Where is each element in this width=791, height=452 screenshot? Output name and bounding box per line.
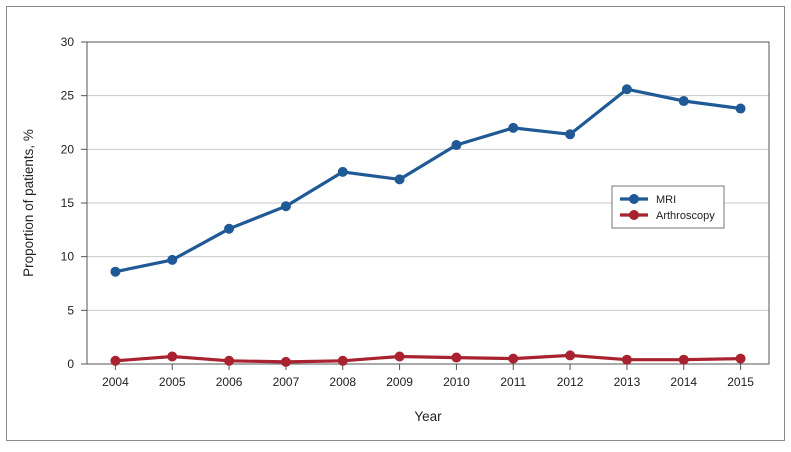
mri-point bbox=[280, 201, 291, 212]
legend-box bbox=[611, 185, 725, 229]
x-tick-label: 2004 bbox=[102, 375, 129, 389]
mri-point bbox=[337, 166, 348, 177]
series-mri bbox=[110, 84, 746, 277]
legend: MRI Arthroscopy bbox=[611, 185, 725, 229]
series-lines bbox=[110, 84, 746, 367]
x-axis-title: Year bbox=[414, 409, 442, 424]
y-tick-label: 5 bbox=[67, 303, 74, 317]
x-tick-label: 2013 bbox=[614, 375, 641, 389]
arthroscopy-line bbox=[115, 353, 741, 364]
mri-point bbox=[735, 103, 746, 114]
x-tick-label: 2012 bbox=[557, 375, 584, 389]
arthroscopy-point bbox=[735, 353, 746, 364]
series-arthroscopy bbox=[110, 350, 746, 367]
x-tick-label: 2015 bbox=[727, 375, 754, 389]
arthroscopy-point bbox=[621, 354, 632, 365]
legend-label-arthroscopy: Arthroscopy bbox=[656, 210, 715, 222]
y-tick-label: 25 bbox=[61, 89, 75, 103]
y-tick-label: 10 bbox=[61, 250, 75, 264]
mri-point bbox=[565, 129, 576, 140]
mri-line bbox=[115, 87, 741, 274]
legend-marker-mri bbox=[629, 194, 639, 204]
mri-point bbox=[110, 266, 121, 277]
x-tick-label: 2011 bbox=[500, 375, 526, 389]
y-tick-label: 20 bbox=[61, 142, 75, 156]
mri-point bbox=[394, 174, 405, 185]
legend-label-mri: MRI bbox=[656, 194, 676, 206]
arthroscopy-point bbox=[451, 352, 462, 363]
x-tick-label: 2008 bbox=[329, 375, 356, 389]
x-tick-label: 2006 bbox=[216, 375, 243, 389]
x-tick-label: 2014 bbox=[670, 375, 697, 389]
mri-point bbox=[621, 84, 632, 95]
x-tick-label: 2010 bbox=[443, 375, 470, 389]
x-tick-label: 2005 bbox=[159, 375, 186, 389]
arthroscopy-point bbox=[565, 350, 576, 361]
y-tick-label: 0 bbox=[67, 357, 74, 371]
arthroscopy-point bbox=[110, 355, 121, 366]
x-axis-ticks: 2004 2005 2006 2007 2008 2009 2010 2011 2012 2013… bbox=[102, 364, 754, 389]
arthroscopy-point bbox=[678, 354, 689, 365]
x-tick-label: 2007 bbox=[273, 375, 300, 389]
y-tick-label: 30 bbox=[61, 35, 75, 49]
y-axis-title: Proportion of patients, % bbox=[21, 129, 36, 277]
mri-point bbox=[167, 254, 178, 265]
mri-point bbox=[508, 122, 519, 133]
mri-point bbox=[224, 223, 235, 234]
arthroscopy-point bbox=[394, 351, 405, 362]
arthroscopy-point bbox=[167, 351, 178, 362]
arthroscopy-point bbox=[280, 356, 291, 367]
arthroscopy-point bbox=[508, 353, 519, 364]
legend-marker-arthroscopy bbox=[629, 210, 639, 220]
mri-point bbox=[451, 140, 462, 151]
y-tick-label: 15 bbox=[61, 196, 75, 210]
x-tick-label: 2009 bbox=[386, 375, 413, 389]
y-axis-ticks: 0 5 10 15 20 25 30 bbox=[61, 35, 87, 371]
mri-point bbox=[678, 96, 689, 107]
arthroscopy-point bbox=[224, 355, 235, 366]
arthroscopy-point bbox=[337, 355, 348, 366]
